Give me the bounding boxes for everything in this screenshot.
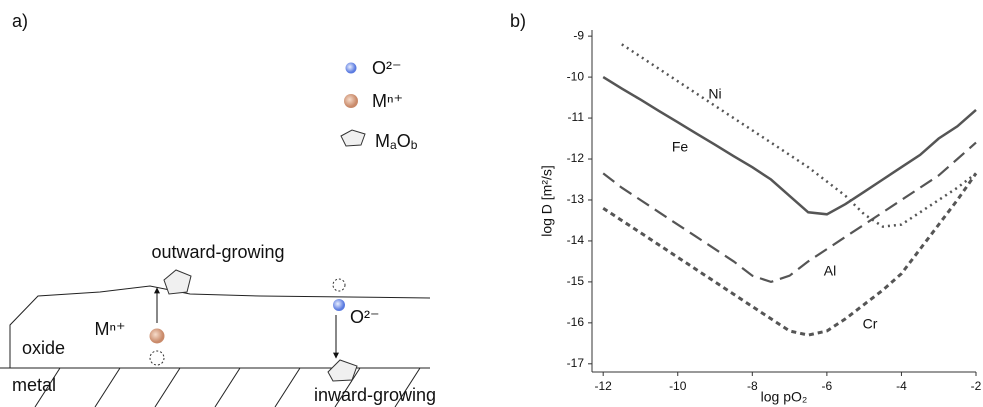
series-line xyxy=(621,43,977,228)
series-line xyxy=(602,141,977,284)
y-tick-label: -9 xyxy=(573,28,584,42)
legend-anion xyxy=(345,62,357,74)
legend-label: MaOb xyxy=(375,131,418,152)
oxide-outline xyxy=(9,285,431,368)
outward-label: outward-growing xyxy=(151,242,284,262)
oxide-label: oxide xyxy=(22,338,65,358)
x-tick-label: -4 xyxy=(896,379,907,393)
outward-oxide xyxy=(163,269,192,295)
panel-label: b) xyxy=(510,11,526,31)
y-tick-label: -17 xyxy=(567,356,585,370)
y-tick-label: -13 xyxy=(567,192,585,206)
series-label: Cr xyxy=(863,316,878,332)
x-tick-label: -8 xyxy=(747,379,758,393)
panel-label: a) xyxy=(12,11,28,31)
y-tick-label: -14 xyxy=(567,233,585,247)
series-label: Al xyxy=(824,263,836,279)
y-tick-label: -10 xyxy=(567,69,585,83)
vacancy xyxy=(149,350,165,366)
panel-a: a) O²⁻ Mⁿ⁺ MaOb outward-growing Mⁿ⁺ oxid… xyxy=(0,11,436,407)
metal-label: metal xyxy=(12,375,56,395)
x-tick-label: -12 xyxy=(595,379,613,393)
hatch xyxy=(34,367,421,407)
inward-label: inward-growing xyxy=(314,385,436,405)
legend-part: O xyxy=(397,131,411,151)
anion xyxy=(333,299,345,311)
x-tick-label: -2 xyxy=(971,379,982,393)
legend-part: a xyxy=(390,138,397,152)
series-label: Ni xyxy=(708,86,721,102)
x-axis-label: log pO₂ xyxy=(761,389,808,405)
series-line xyxy=(602,172,978,337)
x-tick-label: -6 xyxy=(822,379,833,393)
anion-label: O²⁻ xyxy=(350,307,380,327)
x-tick-label: -10 xyxy=(669,379,687,393)
series-line xyxy=(602,76,977,216)
y-tick-label: -12 xyxy=(567,151,585,165)
y-tick-label: -11 xyxy=(568,110,585,124)
legend-part: b xyxy=(411,138,418,152)
cation xyxy=(149,328,165,344)
y-tick-label: -16 xyxy=(567,315,585,329)
y-axis-label: log D [m²/s] xyxy=(539,165,555,237)
legend-cation xyxy=(344,94,358,108)
inward-oxide xyxy=(327,359,358,382)
legend-label: O²⁻ xyxy=(372,58,402,78)
cation-label: Mⁿ⁺ xyxy=(94,319,125,339)
y-tick-label: -15 xyxy=(567,274,585,288)
legend-part: M xyxy=(375,131,390,151)
vacancy xyxy=(332,278,346,292)
legend-label: Mⁿ⁺ xyxy=(372,91,403,111)
legend-oxide xyxy=(340,129,366,147)
series-label: Fe xyxy=(672,139,689,155)
